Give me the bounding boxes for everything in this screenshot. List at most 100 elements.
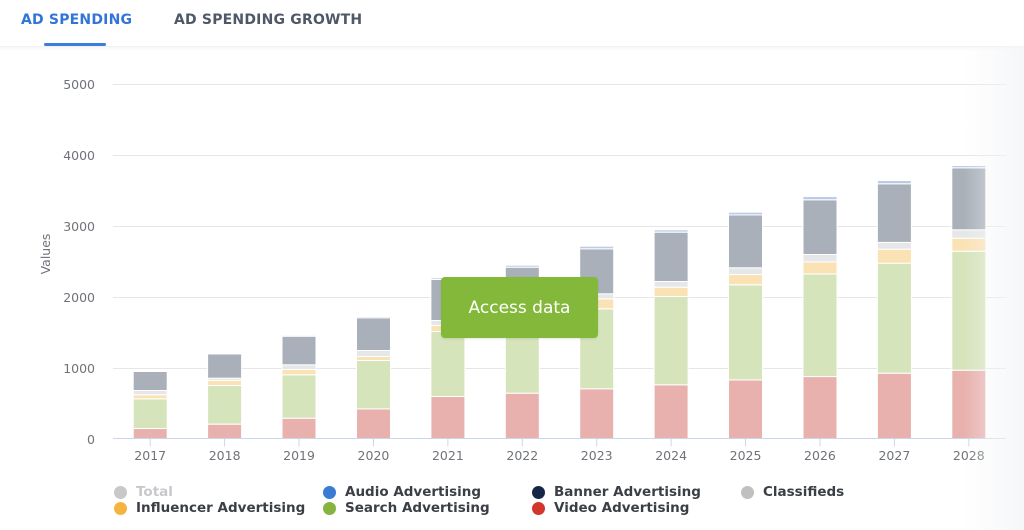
bar-segment-search-advertising[interactable]: [132, 398, 168, 429]
legend-dot-icon: [323, 485, 336, 499]
tab-bar: AD SPENDING AD SPENDING GROWTH: [0, 0, 1024, 47]
bar-segment-video-advertising[interactable]: [504, 392, 540, 440]
bar-segment-video-advertising[interactable]: [728, 379, 763, 439]
x-tick-label: 2022: [506, 448, 538, 463]
legend-label: Classifieds: [763, 484, 845, 500]
y-tick-label: 5000: [63, 77, 95, 92]
bar-segment-audio-advertising[interactable]: [132, 370, 168, 372]
x-tick-label: 2025: [730, 448, 762, 463]
legend-item-classifieds[interactable]: Classifieds: [741, 484, 844, 500]
legend-item-search-advertising[interactable]: Search Advertising: [323, 500, 490, 516]
bar-segment-banner-advertising[interactable]: [951, 167, 987, 231]
legend-dot-icon: [323, 501, 336, 515]
bar-segment-search-advertising[interactable]: [207, 385, 243, 425]
bar-segment-influencer-advertising[interactable]: [802, 261, 838, 275]
bar-segment-video-advertising[interactable]: [430, 396, 466, 439]
bar-segment-audio-advertising[interactable]: [876, 180, 912, 185]
bar-segment-influencer-advertising[interactable]: [653, 286, 689, 298]
bar-segment-banner-advertising[interactable]: [728, 214, 763, 269]
bar-segment-classifieds[interactable]: [356, 350, 391, 357]
bar-segment-influencer-advertising[interactable]: [281, 369, 317, 376]
bar-stack-2019[interactable]: [281, 334, 317, 440]
bar-segment-classifieds[interactable]: [802, 254, 838, 263]
bar-segment-influencer-advertising[interactable]: [132, 394, 168, 400]
bar-segment-search-advertising[interactable]: [653, 296, 689, 386]
bar-segment-influencer-advertising[interactable]: [207, 380, 243, 386]
bar-stack-2024[interactable]: [653, 229, 689, 439]
bar-stack-2023[interactable]: [579, 245, 615, 439]
bar-segment-search-advertising[interactable]: [281, 374, 317, 419]
bar-segment-video-advertising[interactable]: [951, 369, 987, 440]
bar-stack-2026[interactable]: [802, 196, 838, 439]
legend-item-total[interactable]: Total: [114, 484, 173, 500]
legend-item-video-advertising[interactable]: Video Advertising: [532, 500, 689, 516]
bar-segment-classifieds[interactable]: [876, 242, 912, 250]
bar-segment-influencer-advertising[interactable]: [876, 248, 912, 264]
y-tick-label: 2000: [63, 290, 95, 305]
legend-item-banner-advertising[interactable]: Banner Advertising: [532, 484, 701, 500]
bar-segment-influencer-advertising[interactable]: [951, 237, 987, 252]
bar-segment-video-advertising[interactable]: [876, 372, 912, 440]
legend-item-audio-advertising[interactable]: Audio Advertising: [323, 484, 481, 500]
bar-segment-audio-advertising[interactable]: [356, 316, 391, 319]
x-tick-label: 2020: [358, 448, 390, 463]
bar-segment-classifieds[interactable]: [132, 390, 168, 396]
x-tick-label: 2027: [878, 448, 910, 463]
bar-segment-audio-advertising[interactable]: [579, 245, 615, 250]
x-tick-label: 2024: [655, 448, 687, 463]
bar-segment-audio-advertising[interactable]: [728, 211, 763, 216]
bar-segment-search-advertising[interactable]: [430, 331, 466, 397]
bar-segment-banner-advertising[interactable]: [802, 199, 838, 256]
bar-segment-banner-advertising[interactable]: [356, 317, 391, 351]
bar-segment-video-advertising[interactable]: [281, 417, 317, 440]
bar-segment-classifieds[interactable]: [728, 267, 763, 275]
bar-segment-video-advertising[interactable]: [579, 388, 615, 439]
legend-dot-icon: [532, 485, 545, 499]
legend-item-influencer-advertising[interactable]: Influencer Advertising: [114, 500, 305, 516]
legend-label: Audio Advertising: [345, 484, 482, 500]
bar-segment-audio-advertising[interactable]: [653, 229, 689, 233]
bar-segment-video-advertising[interactable]: [132, 428, 168, 439]
bar-segment-banner-advertising[interactable]: [281, 335, 317, 366]
bar-segment-video-advertising[interactable]: [356, 408, 391, 439]
x-tick-label: 2028: [953, 448, 985, 463]
bar-segment-classifieds[interactable]: [281, 364, 317, 370]
bar-segment-search-advertising[interactable]: [356, 360, 391, 410]
legend-label: Banner Advertising: [554, 484, 701, 500]
bar-segment-video-advertising[interactable]: [802, 376, 838, 439]
legend-label: Total: [136, 484, 173, 500]
bar-stack-2017[interactable]: [132, 370, 168, 439]
bar-stack-2020[interactable]: [356, 316, 391, 439]
y-tick-label: 4000: [63, 148, 95, 163]
bar-segment-banner-advertising[interactable]: [653, 231, 689, 282]
bar-segment-search-advertising[interactable]: [876, 262, 912, 374]
bar-segment-banner-advertising[interactable]: [876, 183, 912, 243]
y-tick-label: 1000: [63, 361, 95, 376]
bar-segment-audio-advertising[interactable]: [951, 165, 987, 169]
x-tick-label: 2019: [283, 448, 315, 463]
bar-segment-search-advertising[interactable]: [728, 284, 763, 381]
bar-segment-video-advertising[interactable]: [653, 384, 689, 439]
bar-segment-audio-advertising[interactable]: [207, 352, 243, 355]
bar-stack-2025[interactable]: [728, 211, 763, 439]
bar-segment-banner-advertising[interactable]: [132, 371, 168, 391]
tab-ad-spending-growth[interactable]: AD SPENDING GROWTH: [174, 12, 363, 28]
bar-segment-banner-advertising[interactable]: [207, 353, 243, 379]
tab-ad-spending[interactable]: AD SPENDING: [21, 12, 133, 28]
access-data-button[interactable]: Access data: [441, 277, 598, 338]
bar-segment-audio-advertising[interactable]: [281, 334, 317, 337]
bar-segment-audio-advertising[interactable]: [504, 264, 540, 268]
bar-segment-classifieds[interactable]: [653, 281, 689, 288]
bar-segment-video-advertising[interactable]: [207, 423, 243, 440]
bar-segment-influencer-advertising[interactable]: [728, 274, 763, 286]
bar-segment-audio-advertising[interactable]: [802, 196, 838, 201]
bar-segment-influencer-advertising[interactable]: [356, 356, 391, 361]
legend-dot-icon: [741, 485, 754, 499]
bar-stack-2028[interactable]: [951, 165, 987, 440]
bar-stack-2027[interactable]: [876, 180, 912, 440]
bar-segment-search-advertising[interactable]: [802, 273, 838, 378]
bar-segment-search-advertising[interactable]: [951, 250, 987, 371]
bar-stack-2018[interactable]: [207, 352, 243, 440]
bar-segment-classifieds[interactable]: [951, 229, 987, 239]
